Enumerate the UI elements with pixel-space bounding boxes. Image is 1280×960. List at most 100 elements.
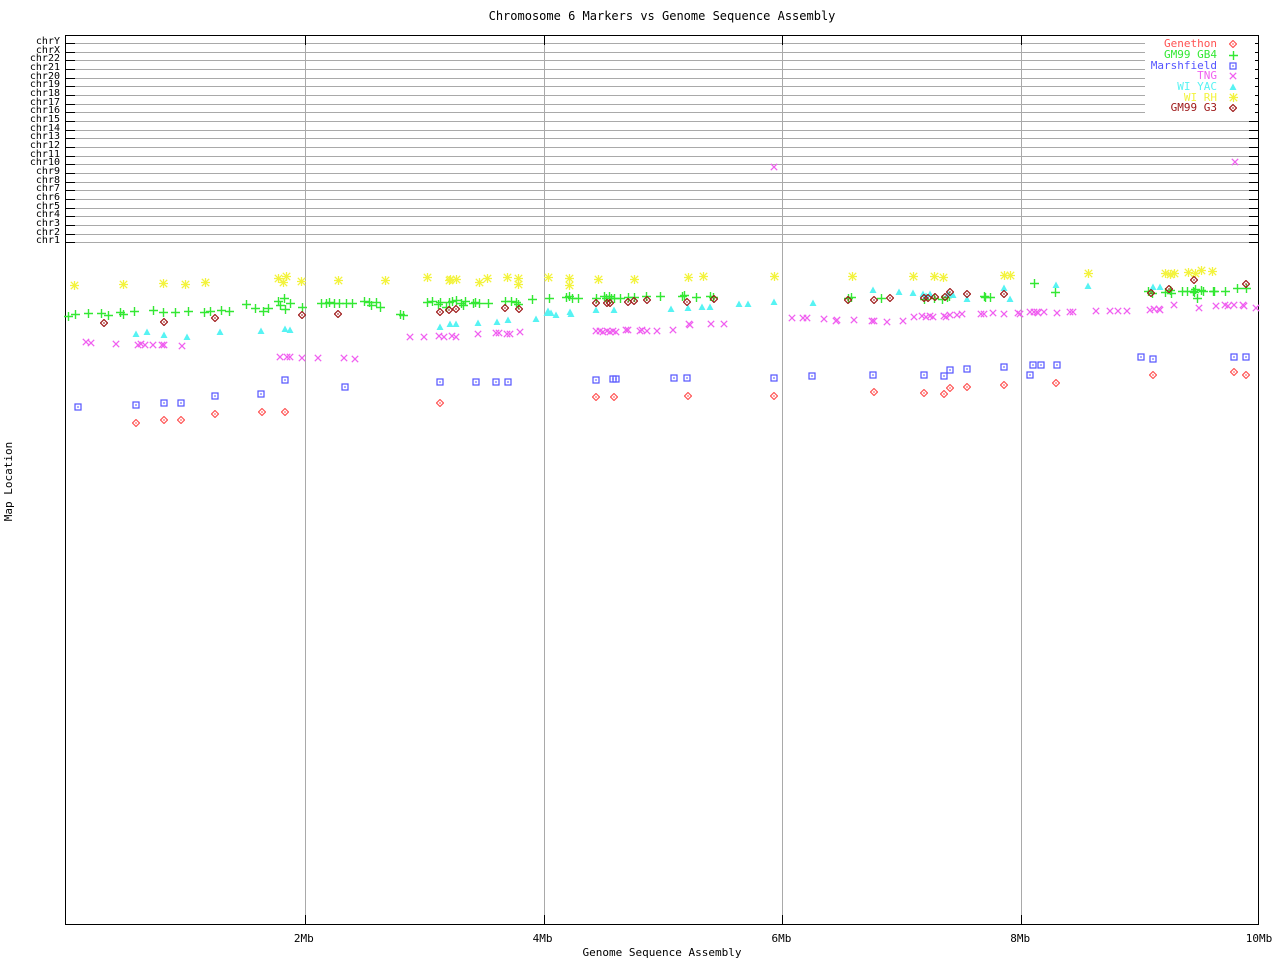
data-point-tng (870, 317, 878, 325)
y-tick-label: chrX (35, 45, 60, 56)
data-point-wi-rh (848, 271, 858, 281)
data-point-marshfield (683, 374, 691, 382)
data-point-wi-rh (939, 272, 949, 282)
data-point-tng (624, 326, 633, 334)
data-point-gm99-gb4 (514, 299, 524, 309)
data-point-gm99-gb4 (367, 300, 377, 310)
data-point-tng (87, 339, 95, 347)
data-point-tng (351, 355, 359, 363)
data-point-gm99-g3 (334, 310, 343, 318)
data-point-tng (980, 310, 988, 318)
data-point-gm99-gb4 (184, 306, 194, 316)
y-tick-right (1249, 234, 1258, 235)
legend-marker-diamond-dot-icon (1227, 103, 1239, 113)
data-point-wi-yac (281, 325, 289, 333)
data-point-tng (910, 313, 918, 321)
mb-gridline (782, 36, 784, 924)
data-point-wi-yac (909, 289, 917, 297)
data-point-wi-rh (1005, 270, 1015, 280)
y-tick-right (1249, 173, 1258, 174)
data-point-tng (803, 314, 812, 322)
y-tick-left (66, 156, 75, 157)
data-point-wi-rh (1207, 266, 1217, 276)
data-point-wi-yac (132, 330, 140, 338)
data-point-wi-rh (503, 272, 513, 282)
data-point-gm99-g3 (1165, 285, 1174, 293)
chromosome-gridline (66, 69, 1258, 70)
data-point-gm99-gb4 (979, 291, 989, 301)
legend-item: GM99 GB4 (1151, 49, 1253, 61)
data-point-wi-rh (274, 273, 284, 283)
data-point-gm99-gb4 (1220, 286, 1230, 296)
data-point-gm99-g3 (1190, 276, 1199, 284)
data-point-genethon (939, 390, 948, 398)
y-tick-left (66, 121, 75, 122)
y-tick-label: chr21 (29, 62, 60, 73)
data-point-wi-rh (278, 277, 288, 287)
data-point-wi-yac (567, 310, 575, 318)
data-point-tng (1105, 307, 1114, 315)
data-point-wi-rh (445, 274, 455, 284)
data-point-wi-yac (869, 286, 877, 294)
data-point-tng (1092, 307, 1101, 315)
data-point-tng (833, 316, 841, 324)
data-point-gm99-gb4 (399, 310, 409, 320)
data-point-gm99-gb4 (104, 310, 114, 320)
data-point-tng (1231, 158, 1239, 166)
data-point-wi-rh (1196, 265, 1206, 275)
legend-marker-diamond-dot-icon (1227, 39, 1239, 49)
data-point-genethon (1051, 379, 1060, 387)
data-point-gm99-gb4 (325, 297, 335, 307)
data-point-wi-yac (706, 303, 714, 311)
data-point-gm99-gb4 (641, 291, 651, 301)
data-point-genethon (963, 383, 972, 391)
data-point-wi-rh (1161, 268, 1171, 278)
data-point-wi-yac (698, 303, 706, 311)
legend-marker-star-icon (1227, 93, 1239, 103)
data-point-genethon (211, 410, 220, 418)
data-point-genethon (1229, 368, 1238, 376)
data-point-genethon (176, 416, 185, 424)
data-point-wi-yac (474, 319, 482, 327)
data-point-gm99-gb4 (877, 293, 886, 303)
data-point-gm99-gb4 (360, 296, 369, 306)
legend: Genethon GM99 GB4 Marshfield TNG WI YAC WI RH… (1144, 38, 1255, 115)
data-point-wi-rh (1169, 268, 1179, 278)
data-point-gm99-gb4 (159, 307, 169, 317)
data-point-tng (1016, 310, 1024, 318)
chromosome-gridline (66, 60, 1258, 61)
y-tick-right (1249, 199, 1258, 200)
data-point-marshfield (471, 378, 480, 386)
data-point-gm99-gb4 (484, 298, 494, 308)
y-tick-right (1249, 208, 1258, 209)
data-point-genethon (280, 408, 289, 416)
data-point-tng (868, 317, 876, 325)
data-point-genethon (592, 393, 601, 401)
data-point-tng (160, 341, 168, 349)
data-point-wi-rh (1191, 268, 1201, 278)
data-point-gm99-g3 (211, 314, 220, 322)
data-point-genethon (684, 392, 693, 400)
data-point-gm99-g3 (931, 293, 940, 301)
data-point-marshfield (920, 371, 929, 379)
data-point-tng (1040, 308, 1048, 316)
data-point-tng (157, 341, 166, 349)
data-point-wi-rh (565, 273, 575, 283)
data-point-tng (1170, 301, 1178, 309)
y-tick-label: chr12 (29, 140, 60, 151)
data-point-wi-rh (159, 278, 169, 288)
data-point-gm99-gb4 (1242, 283, 1252, 293)
data-point-gm99-gb4 (280, 293, 289, 303)
data-point-marshfield (1148, 355, 1157, 363)
y-tick-label: chr3 (35, 218, 60, 229)
data-point-marshfield (770, 374, 778, 382)
data-point-genethon (257, 408, 266, 416)
data-point-gm99-g3 (924, 294, 933, 302)
data-point-tng (474, 330, 482, 338)
y-tick-left (66, 147, 75, 148)
data-point-wi-yac (1149, 283, 1157, 291)
y-tick-right (1249, 190, 1258, 191)
data-point-gm99-g3 (1147, 289, 1156, 297)
data-point-marshfield (160, 399, 168, 407)
data-point-wi-yac (1156, 283, 1164, 291)
